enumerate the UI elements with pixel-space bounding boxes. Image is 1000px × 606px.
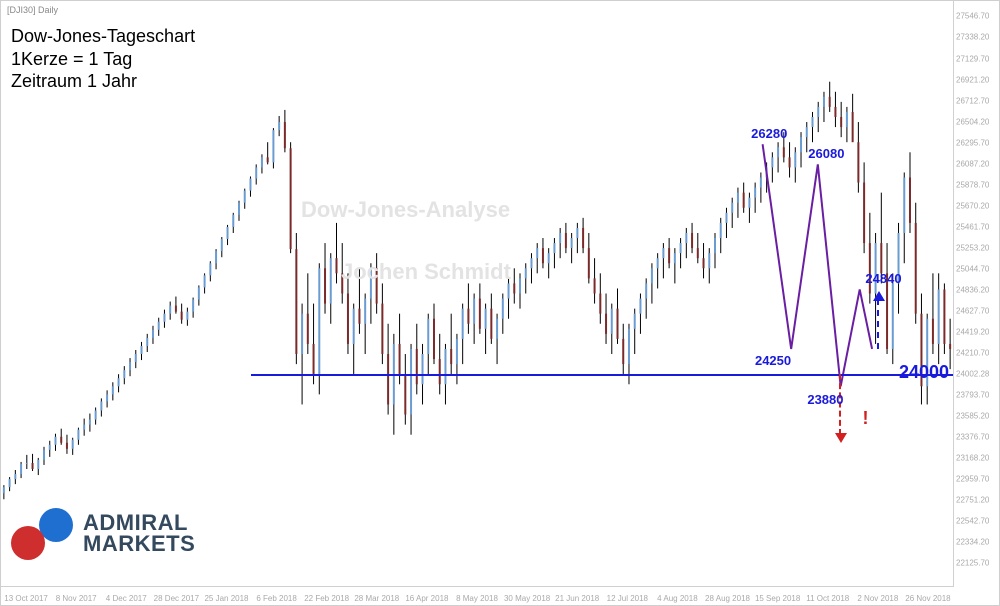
price-annotation: 24840 <box>865 271 901 286</box>
x-tick-label: 22 Feb 2018 <box>304 594 349 603</box>
y-tick-label: 25670.20 <box>956 201 989 210</box>
x-tick-label: 4 Dec 2017 <box>106 594 147 603</box>
chart-title-line3: Zeitraum 1 Jahr <box>11 70 195 93</box>
x-tick-label: 12 Jul 2018 <box>607 594 648 603</box>
brand-logo-text: ADMIRAL MARKETS <box>83 513 195 555</box>
x-tick-label: 8 Nov 2017 <box>56 594 97 603</box>
y-tick-label: 23376.70 <box>956 433 989 442</box>
x-tick-label: 4 Aug 2018 <box>657 594 697 603</box>
y-tick-label: 22542.70 <box>956 517 989 526</box>
x-tick-label: 15 Sep 2018 <box>755 594 800 603</box>
chart-title-line1: Dow-Jones-Tageschart <box>11 25 195 48</box>
projection-arrow-up <box>877 299 879 349</box>
plot-area: [DJI30] Daily Dow-Jones-Tageschart 1Kerz… <box>1 1 954 587</box>
y-tick-label: 22751.20 <box>956 496 989 505</box>
y-tick-label: 24627.70 <box>956 306 989 315</box>
y-tick-label: 24002.28 <box>956 369 989 378</box>
y-tick-label: 27338.20 <box>956 33 989 42</box>
y-tick-label: 26295.70 <box>956 138 989 147</box>
y-tick-label: 24419.20 <box>956 327 989 336</box>
x-tick-label: 13 Oct 2017 <box>4 594 48 603</box>
x-tick-label: 28 Aug 2018 <box>705 594 750 603</box>
x-tick-label: 21 Jun 2018 <box>555 594 599 603</box>
y-tick-label: 22125.70 <box>956 559 989 568</box>
brand-logo: ADMIRAL MARKETS <box>11 508 195 560</box>
x-axis: 13 Oct 2017 8 Nov 2017 4 Dec 2017 28 Dec 20… <box>1 587 954 605</box>
x-tick-label: 6 Feb 2018 <box>256 594 296 603</box>
y-tick-label: 25253.20 <box>956 243 989 252</box>
chart-title-line2: 1Kerze = 1 Tag <box>11 48 195 71</box>
x-tick-label: 26 Nov 2018 <box>905 594 950 603</box>
y-tick-label: 22959.70 <box>956 475 989 484</box>
x-tick-label: 28 Mar 2018 <box>354 594 399 603</box>
y-tick-label: 23585.20 <box>956 412 989 421</box>
brand-logo-icon <box>11 508 73 560</box>
warning-exclaim-icon: ! <box>863 408 869 429</box>
price-annotation: 26280 <box>751 126 787 141</box>
support-line-24000 <box>251 374 953 376</box>
x-tick-label: 28 Dec 2017 <box>154 594 199 603</box>
y-axis: 27546.70 27338.20 27129.70 26921.20 26712.70… <box>954 1 999 587</box>
y-tick-label: 26921.20 <box>956 75 989 84</box>
y-tick-label: 25044.70 <box>956 264 989 273</box>
price-annotation: 26080 <box>808 146 844 161</box>
x-tick-label: 30 May 2018 <box>504 594 550 603</box>
price-annotation: 24250 <box>755 353 791 368</box>
y-tick-label: 26712.70 <box>956 96 989 105</box>
x-tick-label: 16 Apr 2018 <box>405 594 448 603</box>
y-tick-label: 24836.20 <box>956 285 989 294</box>
chart-root: [DJI30] Daily Dow-Jones-Tageschart 1Kerz… <box>0 0 1000 606</box>
y-tick-label: 23793.70 <box>956 390 989 399</box>
y-tick-label: 26087.20 <box>956 159 989 168</box>
x-tick-label: 8 May 2018 <box>456 594 498 603</box>
y-tick-label: 23168.20 <box>956 454 989 463</box>
support-line-label: 24000 <box>899 362 949 383</box>
y-tick-label: 27546.70 <box>956 12 989 21</box>
x-tick-label: 25 Jan 2018 <box>204 594 248 603</box>
y-tick-label: 25878.70 <box>956 180 989 189</box>
y-tick-label: 27129.70 <box>956 54 989 63</box>
x-tick-label: 11 Oct 2018 <box>806 594 849 603</box>
y-tick-label: 24210.70 <box>956 348 989 357</box>
x-tick-label: 2 Nov 2018 <box>857 594 898 603</box>
y-tick-label: 26504.20 <box>956 117 989 126</box>
chart-title-block: Dow-Jones-Tageschart 1Kerze = 1 Tag Zeit… <box>11 25 195 93</box>
y-tick-label: 25461.70 <box>956 222 989 231</box>
price-annotation: 23880 <box>807 392 843 407</box>
y-tick-label: 22334.20 <box>956 538 989 547</box>
